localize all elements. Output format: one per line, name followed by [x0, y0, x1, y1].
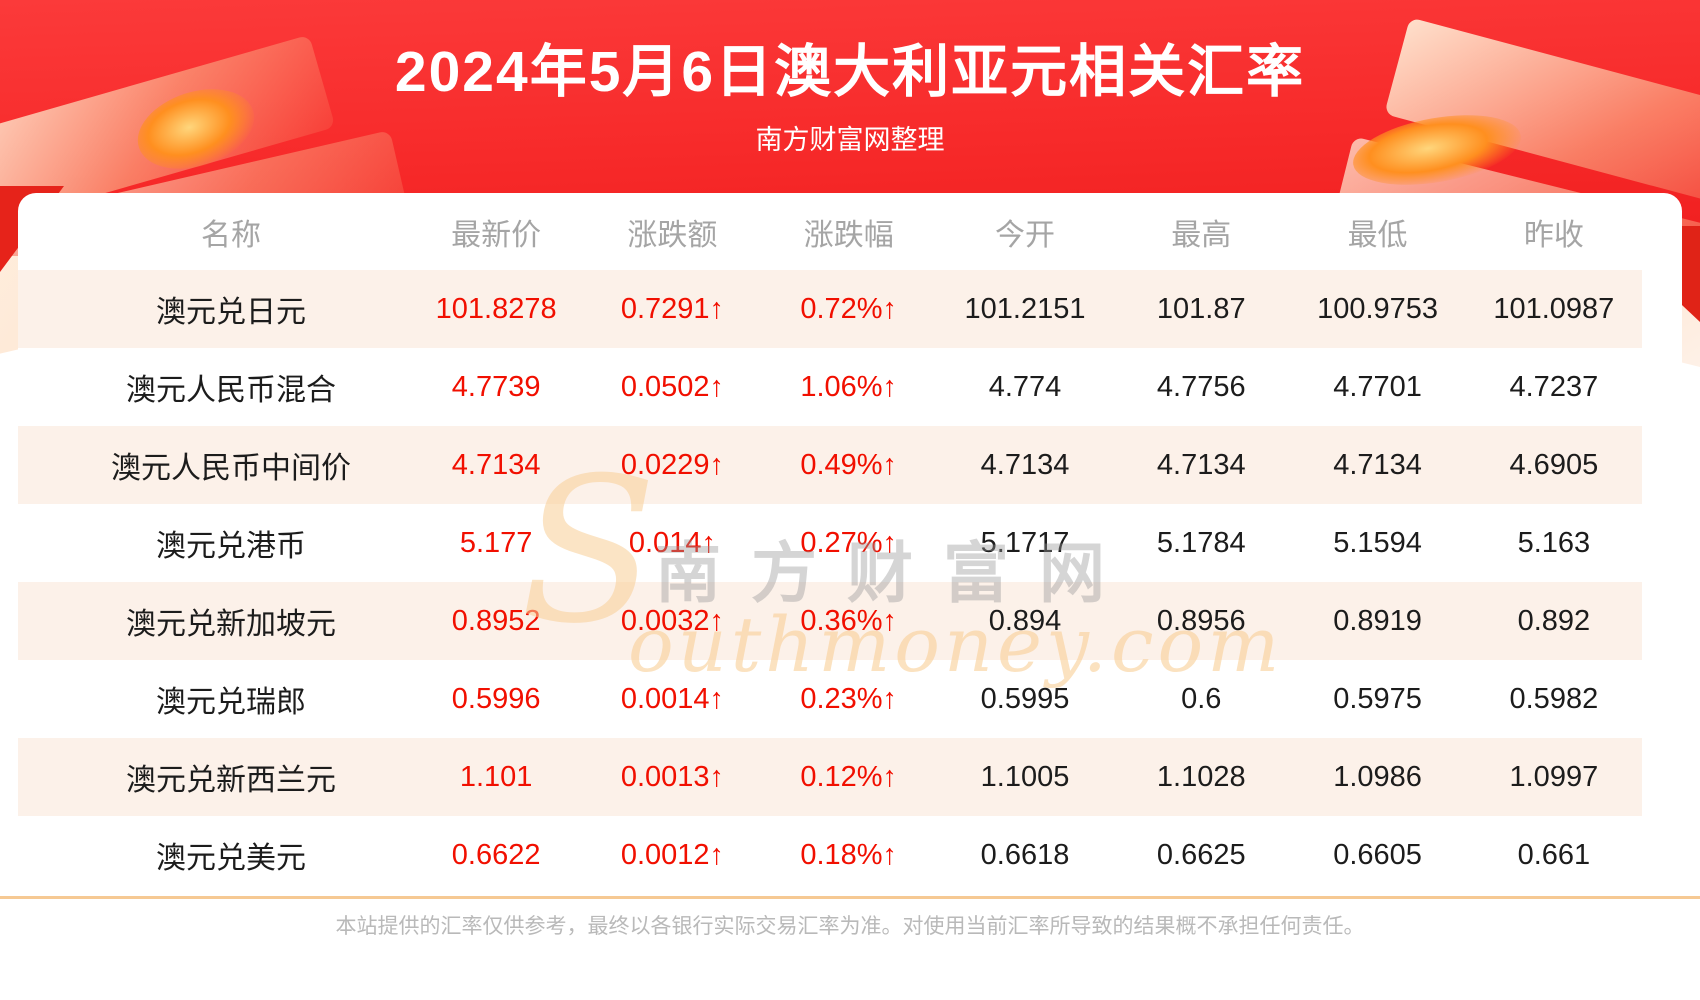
cell-high: 0.8956 — [1156, 604, 1246, 637]
cell-change: 0.0014↑ — [620, 682, 725, 715]
cell-low: 0.5975 — [1333, 682, 1422, 715]
cell-high: 5.1784 — [1156, 526, 1246, 559]
cell-open: 101.2151 — [964, 292, 1086, 325]
cell-change-pct: 1.06%↑ — [800, 370, 898, 403]
cell-pair-name: 澳元兑新西兰元 — [126, 764, 336, 797]
cell-change-pct: 0.72%↑ — [800, 292, 898, 325]
column-header-high: 最高 — [1171, 218, 1232, 252]
column-header-open: 今开 — [994, 218, 1055, 252]
cell-open: 0.894 — [988, 604, 1062, 637]
cell-prev-close: 0.5982 — [1509, 682, 1599, 715]
cell-change-pct: 0.23%↑ — [800, 682, 898, 715]
cell-change: 0.7291↑ — [620, 292, 725, 325]
cell-low: 100.9753 — [1317, 292, 1439, 325]
cell-high: 0.6 — [1181, 682, 1222, 715]
cell-prev-close: 4.7237 — [1509, 370, 1599, 403]
cell-latest: 0.8952 — [451, 604, 541, 637]
footer-divider-line — [0, 896, 1700, 899]
cell-open: 4.7134 — [980, 448, 1070, 481]
table-row: 澳元兑日元 101.8278 0.7291↑ 0.72%↑ 101.2151 1… — [18, 270, 1642, 348]
cell-pair-name: 澳元兑新加坡元 — [126, 608, 336, 641]
cell-low: 0.6605 — [1333, 838, 1422, 871]
cell-change: 0.0032↑ — [620, 604, 725, 637]
cell-latest: 0.6622 — [451, 838, 541, 871]
cell-latest: 4.7739 — [451, 370, 541, 403]
cell-pair-name: 澳元兑日元 — [156, 296, 306, 329]
cell-latest: 5.177 — [459, 526, 533, 559]
cell-high: 4.7756 — [1156, 370, 1246, 403]
table-row: 澳元兑新加坡元 0.8952 0.0032↑ 0.36%↑ 0.894 0.89… — [18, 582, 1642, 660]
cell-pair-name: 澳元兑瑞郎 — [156, 686, 306, 719]
cell-prev-close: 101.0987 — [1493, 292, 1615, 325]
rates-table: 名称 最新价 涨跌额 涨跌幅 今开 最高 最低 昨收 澳元兑日元 101.827… — [18, 193, 1682, 894]
cell-pair-name: 澳元兑美元 — [156, 842, 306, 875]
table-header-row: 名称 最新价 涨跌额 涨跌幅 今开 最高 最低 昨收 — [18, 193, 1642, 270]
cell-latest: 1.101 — [459, 760, 533, 793]
disclaimer-text: 本站提供的汇率仅供参考，最终以各银行实际交易汇率为准。对使用当前汇率所导致的结果… — [335, 915, 1365, 938]
cell-change-pct: 0.36%↑ — [800, 604, 898, 637]
table-row: 澳元人民币混合 4.7739 0.0502↑ 1.06%↑ 4.774 4.77… — [18, 348, 1642, 426]
column-header-low: 最低 — [1347, 218, 1408, 252]
cell-prev-close: 0.892 — [1517, 604, 1591, 637]
cell-open: 5.1717 — [980, 526, 1070, 559]
table-row: 澳元兑新西兰元 1.101 0.0013↑ 0.12%↑ 1.1005 1.10… — [18, 738, 1642, 816]
cell-open: 0.5995 — [980, 682, 1070, 715]
cell-latest: 4.7134 — [451, 448, 541, 481]
cell-pair-name: 澳元人民币中间价 — [111, 452, 351, 485]
column-header-latest: 最新价 — [451, 218, 542, 252]
cell-change-pct: 0.27%↑ — [800, 526, 898, 559]
table-body: 澳元兑日元 101.8278 0.7291↑ 0.72%↑ 101.2151 1… — [18, 270, 1642, 894]
cell-change: 0.0229↑ — [620, 448, 725, 481]
cell-prev-close: 1.0997 — [1509, 760, 1599, 793]
column-header-change-pct: 涨跌幅 — [803, 218, 894, 252]
column-header-name: 名称 — [201, 218, 261, 252]
table-row: 澳元人民币中间价 4.7134 0.0229↑ 0.49%↑ 4.7134 4.… — [18, 426, 1642, 504]
cell-high: 101.87 — [1156, 292, 1246, 325]
cell-change-pct: 0.12%↑ — [800, 760, 898, 793]
cell-low: 5.1594 — [1333, 526, 1422, 559]
cell-prev-close: 5.163 — [1517, 526, 1591, 559]
cell-pair-name: 澳元兑港币 — [156, 530, 306, 563]
cell-low: 4.7701 — [1333, 370, 1422, 403]
cell-change: 0.0502↑ — [620, 370, 725, 403]
cell-change-pct: 0.49%↑ — [800, 448, 898, 481]
page-title: 2024年5月6日澳大利亚元相关汇率 — [394, 40, 1306, 104]
cell-change-pct: 0.18%↑ — [800, 838, 898, 871]
cell-open: 0.6618 — [980, 838, 1070, 871]
cell-open: 4.774 — [988, 370, 1062, 403]
cell-change: 0.0013↑ — [620, 760, 725, 793]
cell-low: 4.7134 — [1333, 448, 1422, 481]
table-row: 澳元兑瑞郎 0.5996 0.0014↑ 0.23%↑ 0.5995 0.6 0… — [18, 660, 1642, 738]
cell-prev-close: 0.661 — [1517, 838, 1591, 871]
cell-open: 1.1005 — [980, 760, 1070, 793]
cell-change: 0.0012↑ — [620, 838, 725, 871]
column-header-change: 涨跌额 — [627, 218, 718, 252]
cell-high: 1.1028 — [1156, 760, 1246, 793]
page-subtitle: 南方财富网整理 — [755, 125, 945, 155]
table-row: 澳元兑美元 0.6622 0.0012↑ 0.18%↑ 0.6618 0.662… — [18, 816, 1642, 894]
cell-latest: 0.5996 — [451, 682, 541, 715]
cell-low: 0.8919 — [1333, 604, 1422, 637]
cell-change: 0.014↑ — [628, 526, 716, 559]
cell-high: 4.7134 — [1156, 448, 1246, 481]
cell-low: 1.0986 — [1333, 760, 1422, 793]
column-header-prev-close: 昨收 — [1523, 218, 1584, 252]
cell-pair-name: 澳元人民币混合 — [126, 374, 336, 407]
cell-prev-close: 4.6905 — [1509, 448, 1599, 481]
table-row: 澳元兑港币 5.177 0.014↑ 0.27%↑ 5.1717 5.1784 … — [18, 504, 1642, 582]
cell-latest: 101.8278 — [435, 292, 557, 325]
cell-high: 0.6625 — [1156, 838, 1246, 871]
